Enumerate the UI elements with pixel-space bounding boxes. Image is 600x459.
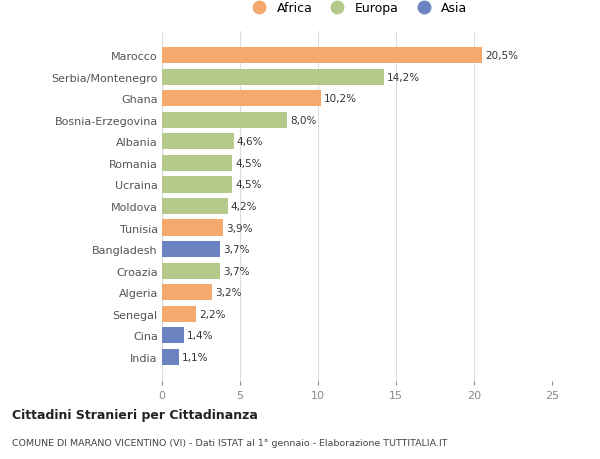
Text: 4,5%: 4,5% <box>235 180 262 190</box>
Bar <box>162 198 227 215</box>
Bar <box>162 220 223 236</box>
Text: 3,2%: 3,2% <box>215 287 242 297</box>
Bar <box>162 69 383 86</box>
Text: Cittadini Stranieri per Cittadinanza: Cittadini Stranieri per Cittadinanza <box>12 408 258 421</box>
Text: COMUNE DI MARANO VICENTINO (VI) - Dati ISTAT al 1° gennaio - Elaborazione TUTTIT: COMUNE DI MARANO VICENTINO (VI) - Dati I… <box>12 438 448 447</box>
Bar <box>162 156 232 172</box>
Bar <box>162 112 287 129</box>
Text: 8,0%: 8,0% <box>290 116 316 126</box>
Text: 2,2%: 2,2% <box>199 309 226 319</box>
Text: 1,1%: 1,1% <box>182 352 209 362</box>
Text: 3,7%: 3,7% <box>223 266 250 276</box>
Bar <box>162 327 184 344</box>
Bar <box>162 241 220 257</box>
Text: 4,6%: 4,6% <box>237 137 263 147</box>
Bar <box>162 177 232 193</box>
Text: 1,4%: 1,4% <box>187 330 214 341</box>
Bar <box>162 349 179 365</box>
Text: 3,7%: 3,7% <box>223 245 250 255</box>
Bar <box>162 285 212 301</box>
Text: 3,9%: 3,9% <box>226 223 253 233</box>
Bar <box>162 91 321 107</box>
Text: 20,5%: 20,5% <box>485 51 518 61</box>
Bar <box>162 306 196 322</box>
Bar <box>162 48 482 64</box>
Bar <box>162 263 220 279</box>
Bar <box>162 134 234 150</box>
Text: 10,2%: 10,2% <box>324 94 357 104</box>
Legend: Africa, Europa, Asia: Africa, Europa, Asia <box>243 0 471 19</box>
Text: 14,2%: 14,2% <box>386 73 420 83</box>
Text: 4,5%: 4,5% <box>235 158 262 168</box>
Text: 4,2%: 4,2% <box>230 202 257 212</box>
